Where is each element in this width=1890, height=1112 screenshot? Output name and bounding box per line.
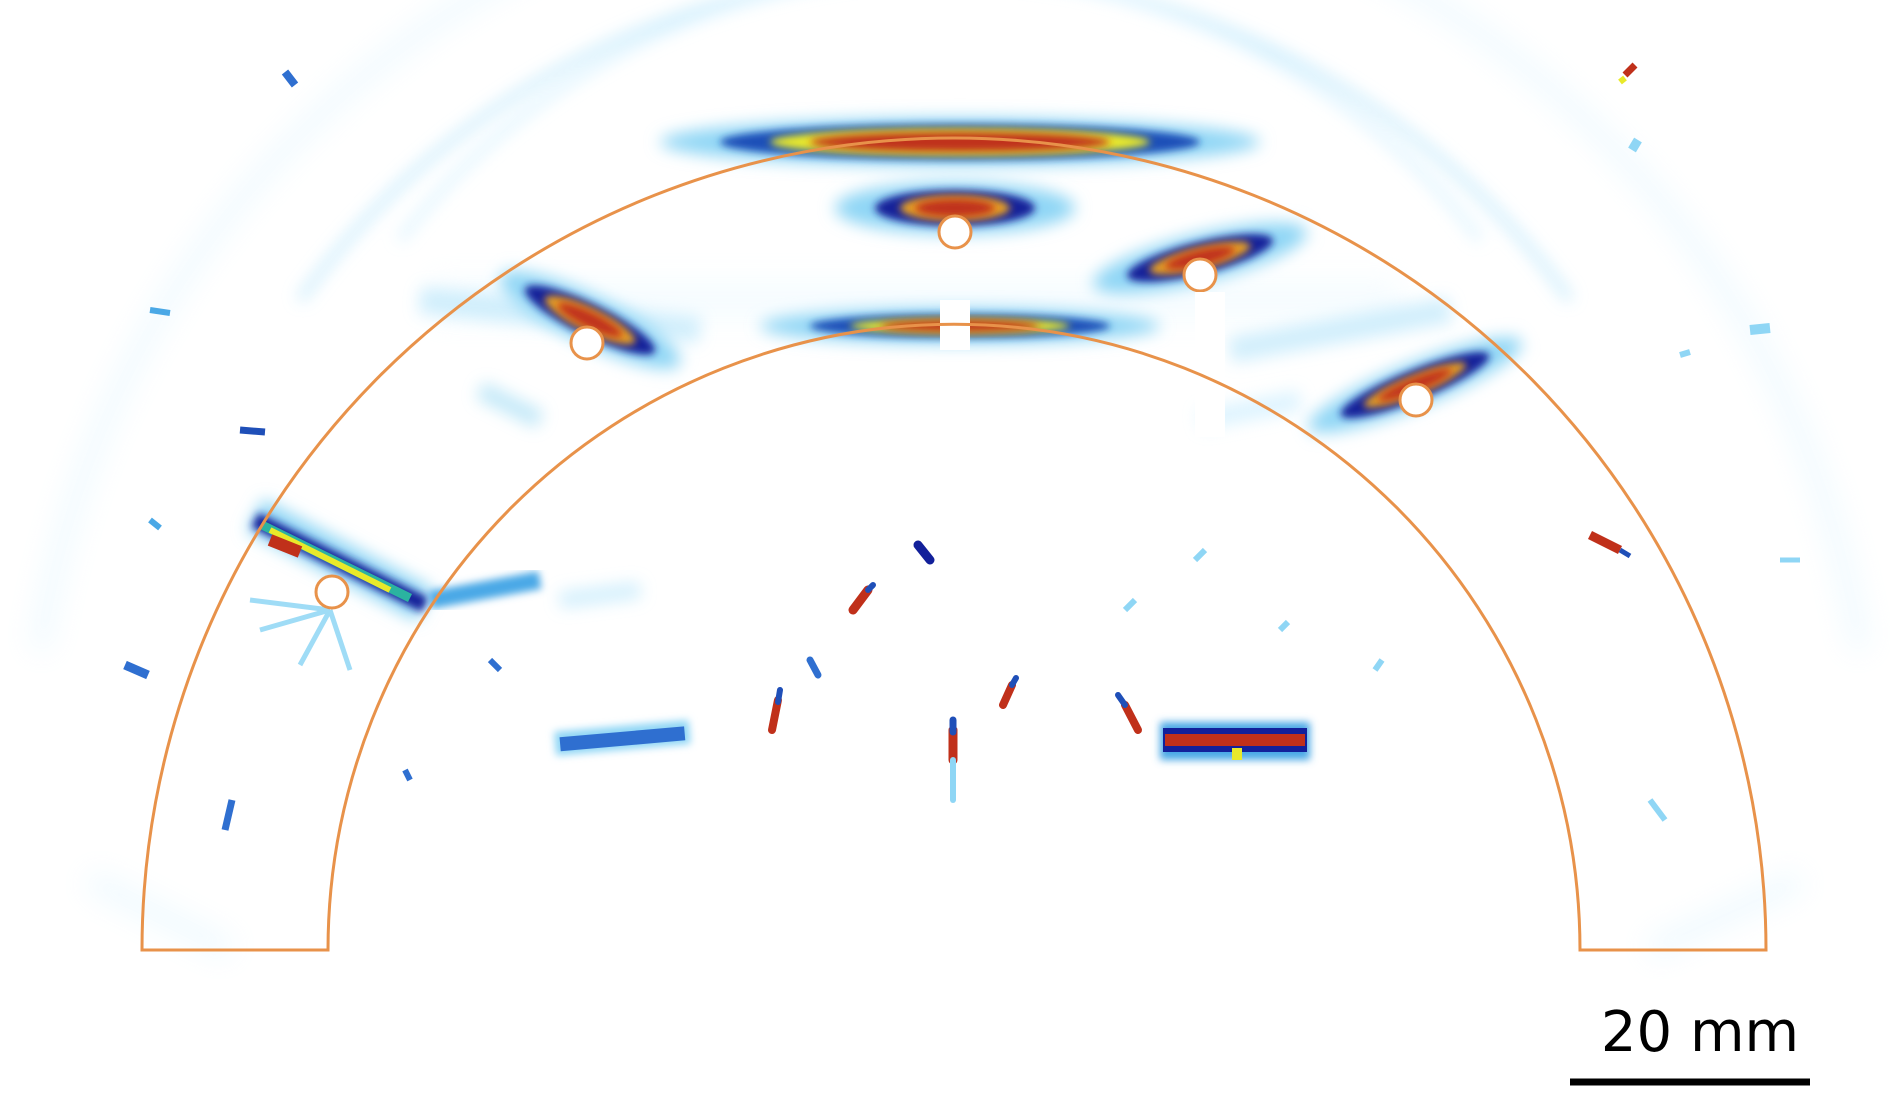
echo-lower-left (554, 719, 691, 756)
echo-hole-left (246, 499, 542, 621)
radial-artifacts-left (249, 597, 353, 671)
echo-lower-right (1160, 722, 1310, 760)
hole-left (314, 574, 350, 610)
radial-streaks (768, 540, 1142, 803)
shadow-gap (1195, 292, 1225, 437)
side-drilled-holes (314, 214, 1434, 610)
specimen-outline (140, 136, 1768, 952)
echo-hole-upper-left (499, 271, 681, 369)
scale-bar-label: 20 mm (1600, 1000, 1800, 1065)
scattered-artifacts (123, 62, 1800, 831)
hole-top (937, 214, 973, 250)
hole-upper-left (569, 325, 605, 361)
hole-right (1398, 382, 1434, 418)
hole-upper-right (1182, 257, 1218, 293)
echo-top-outer (660, 118, 1260, 166)
echo-hole-top (835, 182, 1075, 234)
